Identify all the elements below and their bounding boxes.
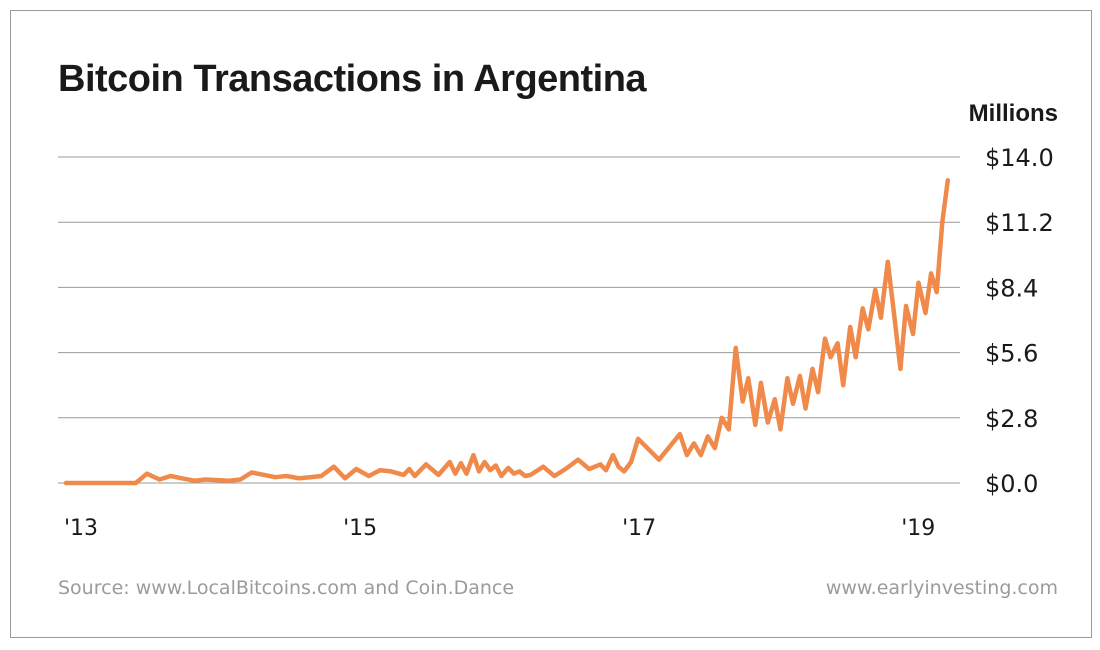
source-note: Source: www.LocalBitcoins.com and Coin.D… xyxy=(58,577,515,599)
y-tick-label: $11.2 xyxy=(985,209,1054,237)
y-tick-label: $2.8 xyxy=(985,405,1038,433)
y-axis-units-label: Millions xyxy=(968,100,1058,127)
y-tick-label: $8.4 xyxy=(985,274,1038,302)
y-tick-label: $5.6 xyxy=(985,340,1038,368)
x-tick-label: '15 xyxy=(343,516,377,541)
series-line xyxy=(63,178,951,486)
x-tick-label: '13 xyxy=(64,516,98,541)
website-credit: www.earlyinvesting.com xyxy=(825,577,1058,599)
y-tick-label: $14.0 xyxy=(985,144,1054,172)
chart-title: Bitcoin Transactions in Argentina xyxy=(58,58,647,100)
x-tick-label: '17 xyxy=(622,516,656,541)
y-tick-label: $0.0 xyxy=(985,470,1038,498)
x-tick-label: '19 xyxy=(901,516,935,541)
